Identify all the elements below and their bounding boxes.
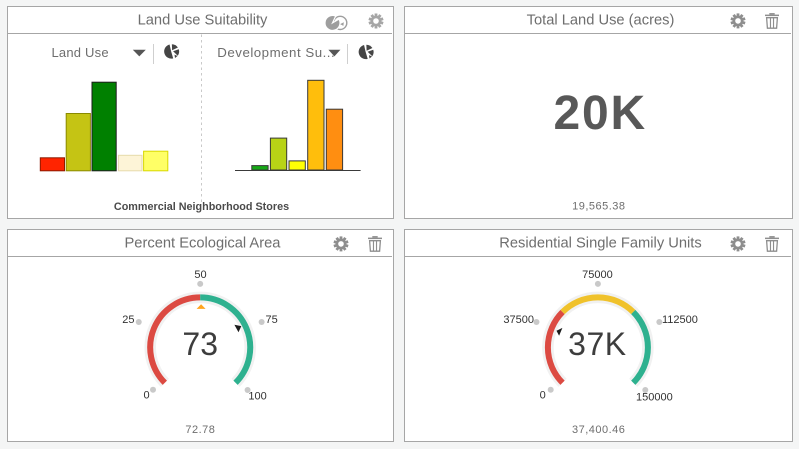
svg-text:73: 73 — [182, 326, 218, 362]
svg-text:Land Use: Land Use — [52, 45, 109, 60]
svg-text:75: 75 — [266, 314, 278, 326]
svg-text:112500: 112500 — [662, 314, 698, 326]
svg-text:19,565.38: 19,565.38 — [572, 201, 625, 213]
svg-text:20K: 20K — [553, 87, 646, 140]
svg-text:25: 25 — [122, 314, 134, 326]
svg-text:Land Use Suitability: Land Use Suitability — [138, 12, 268, 28]
svg-text:37500: 37500 — [503, 314, 534, 326]
svg-text:75000: 75000 — [582, 269, 613, 281]
svg-text:37K: 37K — [568, 326, 626, 362]
svg-text:Percent Ecological Area: Percent Ecological Area — [125, 235, 282, 251]
svg-text:Commercial Neighborhood Stores: Commercial Neighborhood Stores — [114, 201, 289, 213]
svg-text:72.78: 72.78 — [185, 424, 215, 436]
svg-text:Residential Single Family Unit: Residential Single Family Units — [499, 235, 701, 251]
svg-text:Total Land Use (acres): Total Land Use (acres) — [527, 12, 675, 28]
svg-text:150000: 150000 — [636, 392, 673, 404]
svg-text:37,400.46: 37,400.46 — [572, 424, 625, 436]
svg-text:0: 0 — [143, 389, 149, 401]
svg-text:50: 50 — [194, 269, 206, 281]
svg-text:Development Su...: Development Su... — [217, 45, 335, 60]
svg-text:0: 0 — [540, 389, 546, 401]
svg-text:100: 100 — [248, 390, 266, 402]
